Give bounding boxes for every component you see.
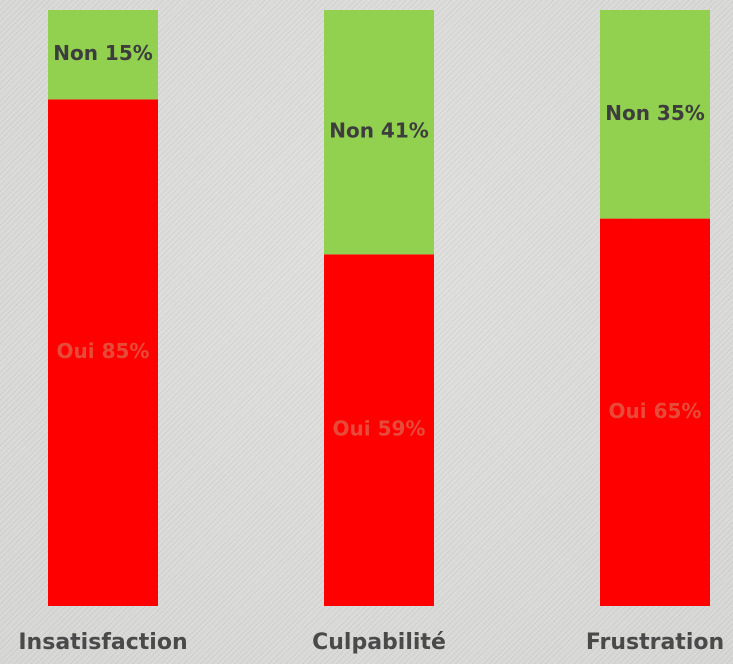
- data-label-oui-1: Oui 85%: [57, 339, 150, 363]
- bar-segment-oui-2: [324, 254, 434, 607]
- category-label-2: Culpabilité: [312, 630, 446, 655]
- data-label-oui-2: Oui 59%: [333, 417, 426, 441]
- bar-segment-non-3: [600, 10, 710, 219]
- bar-segment-oui-1: [48, 99, 158, 607]
- bar-segment-non-2: [324, 10, 434, 255]
- category-label-3: Frustration: [586, 630, 724, 655]
- bar-segment-oui-3: [600, 218, 710, 606]
- data-label-non-2: Non 41%: [329, 119, 429, 143]
- data-label-oui-3: Oui 65%: [609, 399, 702, 423]
- category-label-1: Insatisfaction: [18, 630, 187, 655]
- data-label-non-1: Non 15%: [53, 41, 153, 65]
- bar-segment-non-1: [48, 10, 158, 100]
- data-label-non-3: Non 35%: [605, 101, 705, 125]
